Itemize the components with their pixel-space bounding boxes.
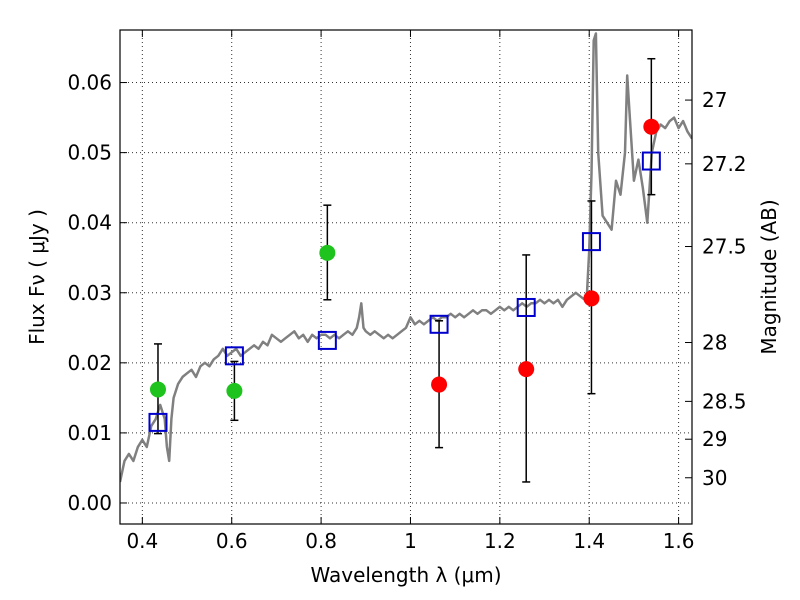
y2-tick-label: 30 [702,466,727,490]
x-axis-label: Wavelength λ (μm) [310,563,501,587]
marker-layer [148,118,661,432]
photometry-point [226,382,243,399]
y2-tick-label: 27.2 [702,152,747,176]
x-tick-label: 1.6 [663,529,695,553]
model-flux-square [516,297,536,317]
x-tick-label: 1.4 [573,529,605,553]
model-flux-square [317,330,337,350]
x-axis: 0.4 0.6 0.8 1 1.2 1.4 1.6 [126,30,695,553]
y2-tick-label: 28 [702,331,727,355]
model-flux-square [581,232,601,252]
photometry-point [518,361,535,378]
x-tick-label: 0.6 [216,529,248,553]
y-tick-label: 0.02 [67,351,112,375]
y2-tick-label: 27 [702,88,727,112]
y2-axis-label: Magnitude (AB) [757,199,781,354]
model-flux-square [224,346,244,366]
model-flux-square [148,412,168,432]
photometry-point [643,118,660,135]
spectrum-line [120,32,692,483]
x-tick-label: 1 [404,529,417,553]
y-tick-label: 0.00 [67,491,112,515]
y2-tick-label: 27.5 [702,235,747,259]
y-axis-label: Flux Fν ( μJy ) [25,209,49,345]
photometry-point [319,244,336,261]
model-flux-square [429,314,449,334]
plot-frame [119,29,693,525]
photometry-point [431,376,448,393]
x-tick-label: 1.2 [484,529,516,553]
y2-tick-label: 28.5 [702,389,747,413]
x-tick-label: 0.8 [305,529,337,553]
y2-axis: 27 27.2 27.5 28 28.5 29 30 [685,88,747,490]
y-tick-label: 0.05 [67,141,112,165]
photometry-point [583,290,600,307]
y-axis: 0.00 0.01 0.02 0.03 0.04 0.05 0.06 [67,71,127,515]
y-tick-label: 0.03 [67,281,112,305]
y2-tick-label: 29 [702,427,727,451]
y-tick-label: 0.04 [67,211,112,235]
spectrum-layer [120,32,692,483]
y-tick-label: 0.01 [67,421,112,445]
x-tick-label: 0.4 [126,529,158,553]
y-tick-label: 0.06 [67,71,112,95]
model-flux-square [641,151,661,171]
photometry-point [149,381,166,398]
